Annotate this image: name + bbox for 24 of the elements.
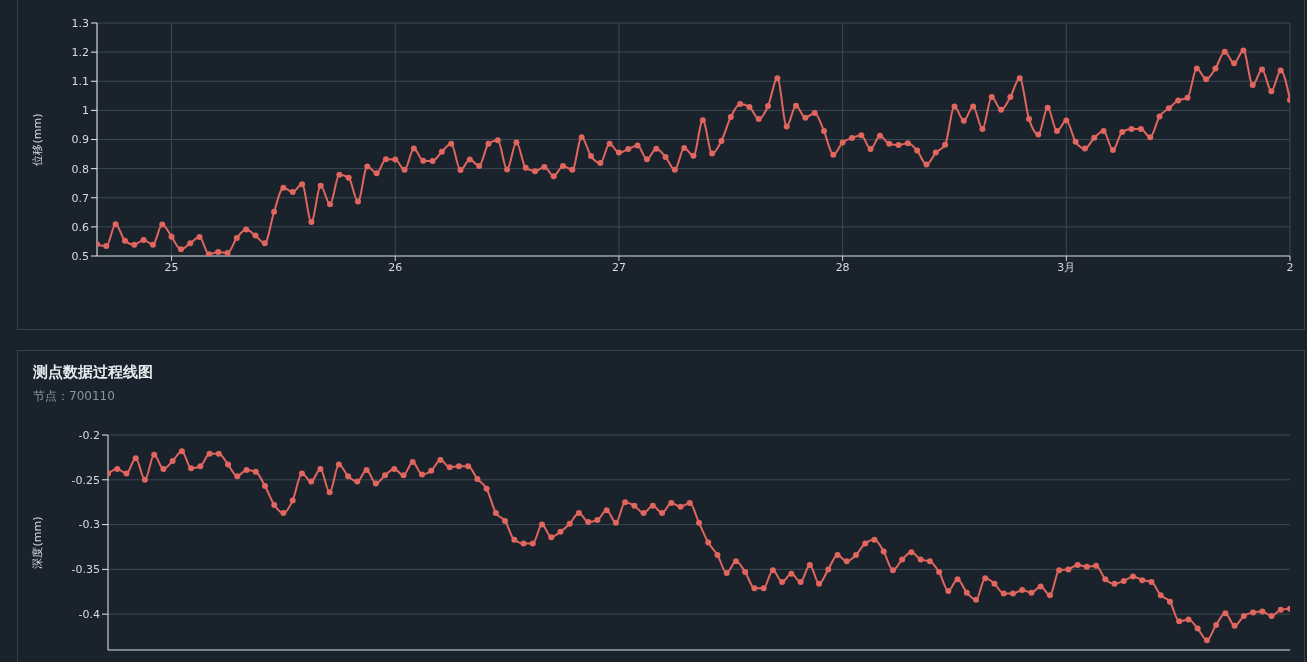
x-tick-label: 3月: [1057, 260, 1076, 274]
chart-title: 测点数据过程线图: [33, 363, 153, 382]
x-tick-label: 27: [611, 260, 626, 274]
y-tick-label: 1.2: [71, 46, 89, 60]
y-tick-label: 0.6: [71, 220, 89, 234]
y-tick-label: 0.9: [71, 133, 89, 147]
y-tick-label: -0.35: [71, 563, 100, 577]
y-tick-label: -0.4: [78, 608, 100, 622]
x-tick-label: 25: [164, 260, 179, 274]
chart-subtitle: 节点：700110: [33, 388, 115, 405]
y-axis-title: 位移(mm): [30, 113, 44, 166]
x-tick-label: 2: [1286, 260, 1294, 274]
y-tick-label: -0.25: [71, 473, 100, 487]
y-tick-label: 0.7: [71, 191, 89, 205]
y-tick-label: 1.1: [71, 75, 89, 89]
y-tick-label: 0.8: [71, 162, 89, 176]
y-tick-label: 1.3: [71, 16, 89, 30]
y-tick-label: 0.5: [71, 249, 89, 263]
x-tick-label: 26: [388, 260, 403, 274]
x-tick-label: 28: [835, 260, 850, 274]
y-axis-title: 深度(mm): [30, 516, 44, 569]
y-tick-label: -0.3: [78, 518, 100, 532]
y-tick-label: -0.2: [78, 428, 100, 442]
y-tick-label: 1: [82, 104, 89, 118]
